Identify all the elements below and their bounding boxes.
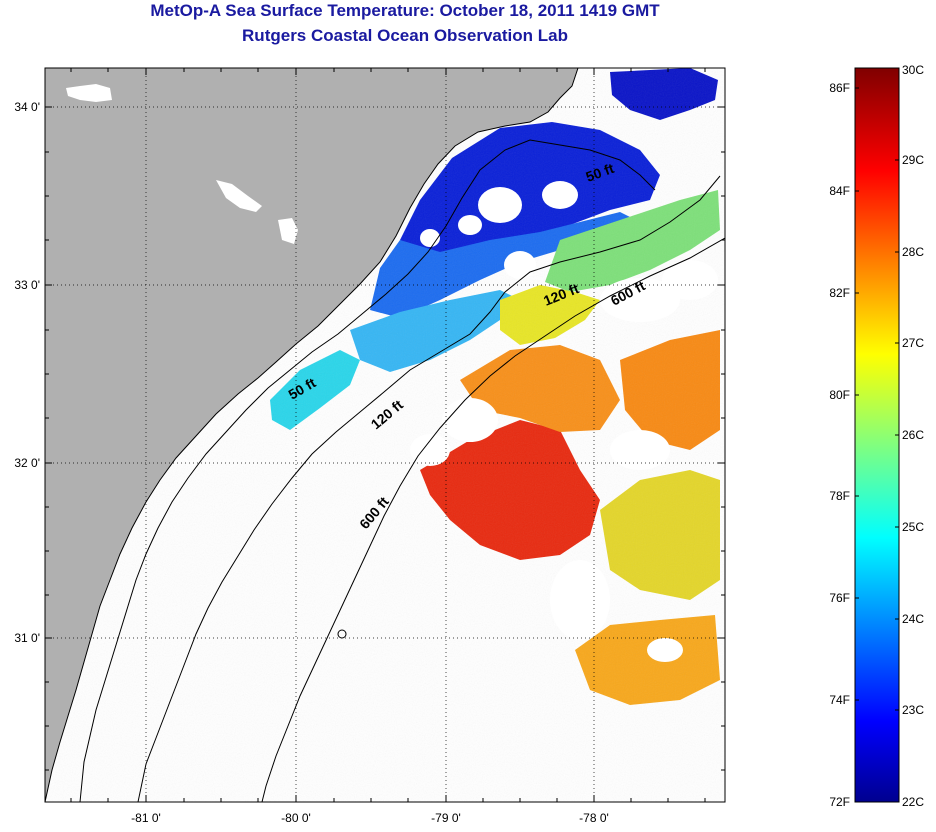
colorbar-f-label: 74F <box>829 693 850 707</box>
colorbar-c-label: 22C <box>902 795 924 809</box>
colorbar-c-label: 24C <box>902 612 924 626</box>
colorbar-gradient <box>854 67 900 803</box>
isobath-50ft <box>79 139 656 802</box>
isobath-600ft <box>261 237 725 802</box>
map-frame <box>44 67 726 803</box>
map-subtitle: Rutgers Coastal Ocean Observation Lab <box>242 26 568 45</box>
latitude-labels: 34 0' 33 0' 32 0' 31 0' <box>14 100 40 645</box>
colorbar-ticks <box>855 87 899 711</box>
lon-label: -79 0' <box>431 811 461 825</box>
colorbar-c-label: 29C <box>902 153 924 167</box>
inland-mask <box>66 84 298 244</box>
lon-label: -81 0' <box>131 811 161 825</box>
lon-label: -78 0' <box>579 811 609 825</box>
colorbar-c-label: 27C <box>902 336 924 350</box>
isobath-120ft <box>137 175 721 802</box>
lat-label: 32 0' <box>14 456 40 470</box>
temperature-colorbar: 86F 84F 82F 80F 78F 76F 74F 72F 30C 29C … <box>829 63 924 809</box>
colorbar-f-label: 80F <box>829 388 850 402</box>
colorbar-c-label: 28C <box>902 245 924 259</box>
land-mass <box>45 68 578 802</box>
colorbar-c-label: 30C <box>902 63 924 77</box>
lat-label: 31 0' <box>14 631 40 645</box>
longitude-labels: -81 0' -80 0' -79 0' -78 0' <box>131 811 609 825</box>
tick-marks <box>45 68 725 802</box>
colorbar-c-label: 26C <box>902 428 924 442</box>
colorbar-c-label: 23C <box>902 703 924 717</box>
colorbar-f-label: 86F <box>829 81 850 95</box>
graticule <box>45 68 725 802</box>
sst-map: 50 ft 50 ft 120 ft 120 ft 600 ft 600 ft <box>14 67 726 825</box>
colorbar-f-label: 82F <box>829 286 850 300</box>
colorbar-f-label: 84F <box>829 184 850 198</box>
colorbar-c-label: 25C <box>902 520 924 534</box>
lon-label: -80 0' <box>281 811 311 825</box>
colorbar-f-label: 72F <box>829 795 850 809</box>
colorbar-f-label: 78F <box>829 489 850 503</box>
colorbar-f-label: 76F <box>829 591 850 605</box>
colorbar-f-labels: 86F 84F 82F 80F 78F 76F 74F 72F <box>829 81 850 809</box>
lat-label: 34 0' <box>14 100 40 114</box>
lat-label: 33 0' <box>14 278 40 292</box>
coastline <box>45 68 579 802</box>
colorbar-c-labels: 30C 29C 28C 27C 26C 25C 24C 23C 22C <box>902 63 924 809</box>
map-title: MetOp-A Sea Surface Temperature: October… <box>150 1 660 20</box>
cloud-mask <box>410 181 718 662</box>
